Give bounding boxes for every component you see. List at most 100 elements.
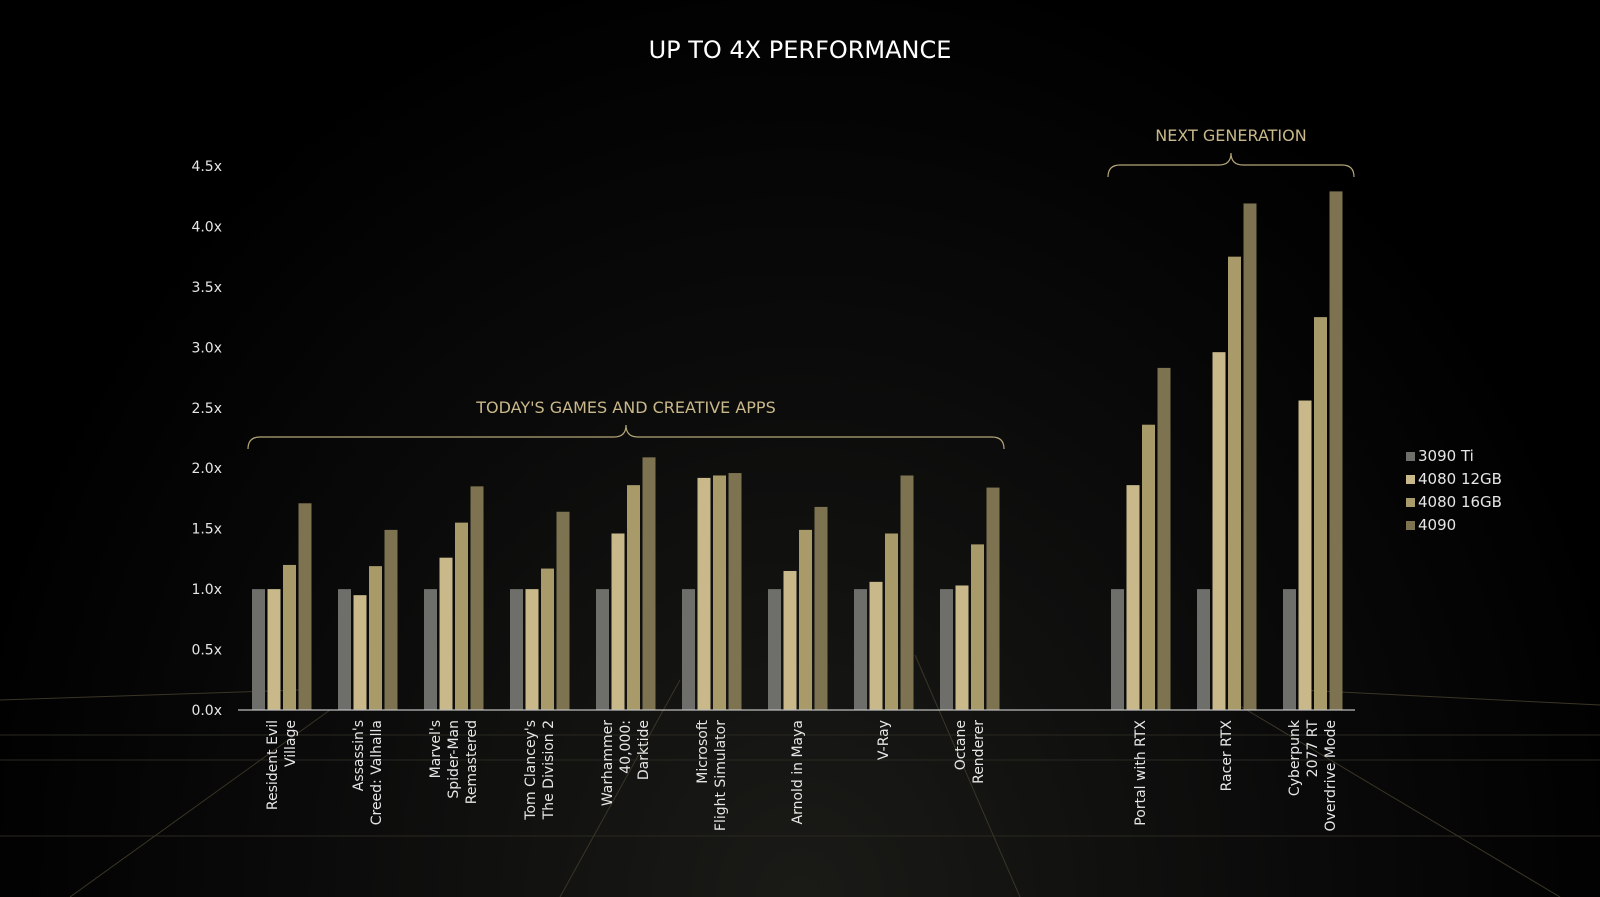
bar (424, 589, 437, 710)
bar (799, 529, 812, 710)
group-label: NEXT GENERATION (1155, 126, 1306, 145)
bar (252, 589, 265, 710)
floor-grid-line (914, 654, 1021, 897)
category-label: Microsoft Flight Simulator (695, 719, 729, 831)
category-label-line: Remastered (464, 720, 480, 804)
category-label-line: Village (283, 720, 299, 767)
y-tick-label: 0.5x (191, 643, 222, 659)
legend-label: 3090 Ti (1418, 447, 1474, 465)
floor-grid (0, 654, 1600, 897)
category-label-line: Portal with RTX (1133, 720, 1149, 826)
y-tick-label: 3.5x (191, 280, 222, 296)
bar (854, 589, 867, 710)
category-label-line: Microsoft (695, 719, 711, 783)
category-label-line: Spider-Man (446, 720, 462, 799)
group-label: TODAY'S GAMES AND CREATIVE APPS (475, 398, 775, 417)
floor-grid-line (0, 689, 301, 701)
category-label-line: 2077 RT (1305, 720, 1321, 778)
floor-grid-line (559, 679, 681, 897)
bar (971, 544, 984, 710)
category-label-line: Flight Simulator (713, 720, 729, 831)
category-label: Arnold in Maya (790, 720, 806, 825)
floor-grid-line (69, 709, 331, 897)
bar (627, 485, 640, 710)
bar (510, 589, 523, 710)
group-bracket (247, 424, 1005, 450)
category-label-line: Cyberpunk (1287, 719, 1303, 796)
bar (955, 585, 969, 710)
legend-swatch (1406, 452, 1415, 461)
category-label-line: Tom Clancey's (523, 720, 539, 821)
group-brackets: TODAY'S GAMES AND CREATIVE APPS NEXT GENE… (247, 126, 1355, 450)
bar (783, 570, 797, 710)
bar (1197, 589, 1210, 710)
category-label-line: Racer RTX (1219, 720, 1235, 792)
category-label: Resident Evil Village (265, 720, 299, 810)
category-label-line: Creed: Valhalla (369, 720, 385, 825)
bar (869, 581, 883, 710)
bar (1329, 191, 1343, 711)
chart-title: UP TO 4X PERFORMANCE (649, 36, 952, 64)
category-label-line: Warhammer (600, 720, 616, 806)
bar (728, 473, 742, 710)
category-label-line: Arnold in Maya (790, 720, 806, 825)
category-label-line: Resident Evil (265, 720, 281, 810)
bar (1212, 352, 1226, 710)
bar (768, 589, 781, 710)
legend-swatch (1406, 521, 1415, 530)
bar (369, 566, 382, 710)
bar (455, 522, 468, 710)
bar (814, 506, 828, 710)
x-axis-labels: Resident Evil Village Assassin's Creed: Val… (265, 719, 1339, 831)
legend-label: 4080 12GB (1418, 470, 1502, 488)
category-label: Tom Clancey's The Division 2 (523, 720, 557, 821)
floor-grid-line (1229, 699, 1561, 897)
y-axis: 0.0x 0.5x 1.0x 1.5x 2.0x 2.5x 3.0x 3.5x 4.0x 4.5x (191, 159, 222, 719)
bar (885, 533, 898, 710)
group-bracket (1107, 152, 1355, 178)
legend: 3090 Ti 4080 12GB 4080 16GB 4090 (1406, 447, 1502, 534)
bar (1142, 424, 1155, 710)
category-label: Marvel's Spider-Man Remastered (428, 720, 480, 804)
bar (298, 503, 312, 710)
category-label: Racer RTX (1219, 720, 1235, 792)
category-label-line: The Division 2 (541, 720, 557, 820)
category-label: Octane Renderer (953, 720, 987, 784)
bar (470, 486, 484, 710)
bar (940, 589, 953, 710)
bar (1157, 367, 1171, 710)
bar (611, 533, 625, 710)
bar (556, 511, 570, 710)
bar (697, 477, 711, 710)
category-label-line: Octane (953, 720, 969, 770)
bar (682, 589, 695, 710)
category-label: Cyberpunk 2077 RT Overdrive Mode (1287, 719, 1339, 831)
bar (267, 589, 281, 710)
y-tick-label: 1.0x (191, 582, 222, 598)
bar (1126, 485, 1140, 710)
category-label: V-Ray (876, 720, 892, 760)
category-label-line: Darktide (636, 720, 652, 780)
bar (596, 589, 609, 710)
category-label-line: Overdrive Mode (1323, 720, 1339, 831)
bars (252, 191, 1343, 711)
bar (1283, 589, 1296, 710)
category-label-line: Assassin's (351, 720, 367, 791)
bar (1243, 203, 1257, 710)
bar (541, 568, 554, 710)
bar (986, 487, 1000, 710)
floor-grid-line (1299, 689, 1600, 706)
y-tick-label: 4.5x (191, 159, 222, 175)
category-label-line: Renderer (971, 720, 987, 784)
bar (353, 595, 367, 710)
bar (384, 529, 398, 710)
category-label-line: V-Ray (876, 720, 892, 760)
bar (1298, 400, 1312, 710)
legend-label: 4080 16GB (1418, 493, 1502, 511)
bar (283, 564, 296, 710)
legend-swatch (1406, 475, 1415, 484)
y-tick-label: 2.0x (191, 461, 222, 477)
category-label-line: 40,000: (618, 720, 634, 774)
